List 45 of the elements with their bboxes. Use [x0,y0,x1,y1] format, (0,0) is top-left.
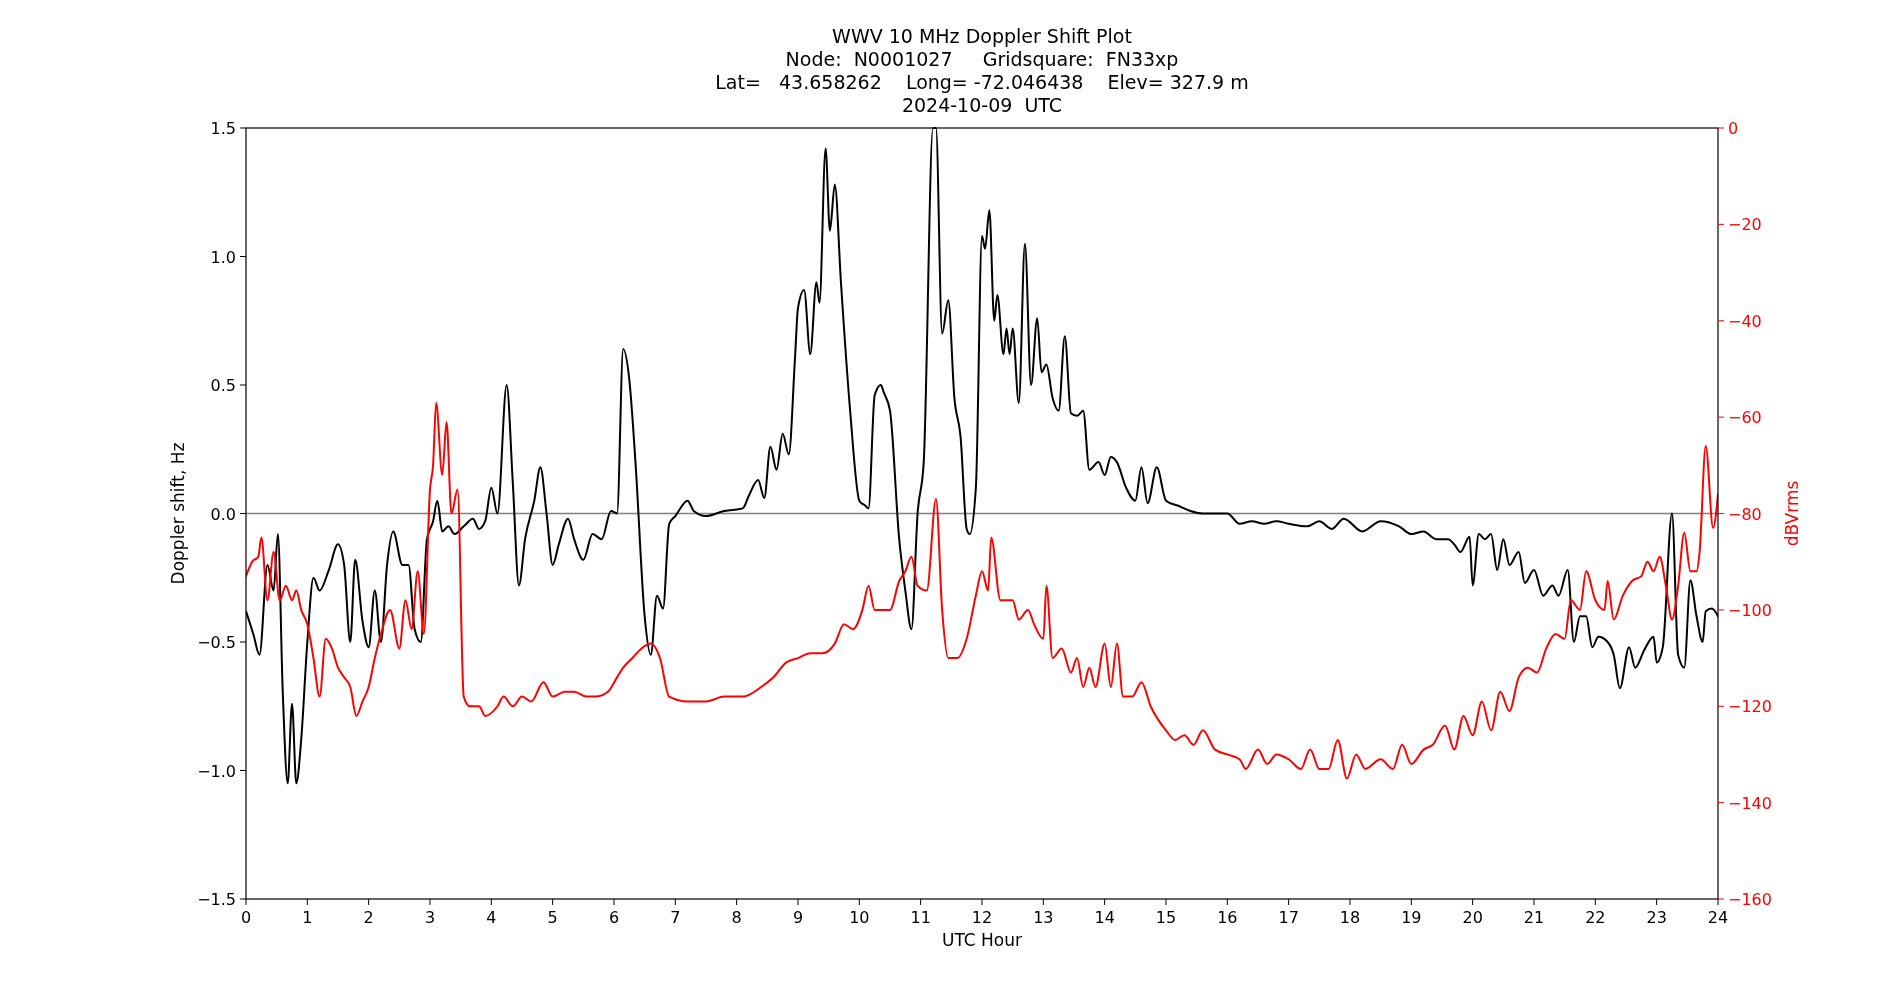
y2-tick-label: −100 [1728,600,1772,620]
x-tick-label: 10 [849,908,870,927]
x-tick-label: 24 [1707,908,1729,927]
y-tick-label: −1.0 [197,761,236,781]
y-tick-label: −1.5 [197,890,236,909]
x-tick-label: 13 [1033,908,1054,927]
x-tick-label: 5 [547,908,558,927]
y2-tick-label: −80 [1728,504,1762,524]
x-tick-label: 21 [1523,908,1545,927]
x-tick-label: 14 [1094,908,1115,927]
chart-title: WWV 10 MHz Doppler Shift Plot Node: N0001027 Gridsquare: FN33xp Lat= 43.658262 Long= -72.046438 Elev= 327.9 m 2024-10-09 UTC [715,25,1249,116]
x-tick-label: 17 [1278,908,1299,927]
y2-tick-label: −160 [1728,890,1772,909]
x-tick-label: 18 [1339,908,1361,927]
y2-tick-label: 0 [1728,119,1739,138]
y2-tick-label: −120 [1728,697,1772,717]
y2-tick-label: −20 [1728,215,1762,235]
x-tick-label: 12 [971,908,993,927]
x-tick-label: 19 [1401,908,1422,927]
x-tick-label: 22 [1585,908,1606,927]
x-tick-label: 23 [1646,908,1667,927]
x-tick-label: 9 [792,908,804,927]
x-tick-label: 3 [424,908,436,927]
x-tick-label: 8 [731,908,742,927]
x-tick-label: 7 [670,908,681,927]
x-tick-label: 1 [302,908,313,927]
y-tick-label: 0.0 [210,504,236,524]
x-tick-label: 2 [363,908,374,927]
x-tick-label: 11 [910,908,931,927]
x-tick-label: 0 [240,908,252,927]
y-tick-label: 1.5 [210,119,236,138]
x-tick-label: 6 [608,908,620,927]
y-tick-label: 1.0 [210,247,236,267]
y2-tick-label: −40 [1728,311,1762,331]
x-tick-label: 16 [1217,908,1238,927]
x-tick-label: 4 [486,908,497,927]
y2-tick-label: −60 [1728,408,1762,428]
y-tick-label: −0.5 [197,633,236,652]
y-tick-label: 0.5 [210,376,236,395]
x-tick-label: 20 [1462,908,1483,927]
y2-axis-title: dBVrms [1782,480,1802,547]
y2-tick-label: −140 [1728,793,1772,813]
x-axis-title: UTC Hour [941,930,1023,950]
x-tick-label: 15 [1155,908,1177,927]
y-axis-title: Doppler shift, Hz [168,442,188,585]
